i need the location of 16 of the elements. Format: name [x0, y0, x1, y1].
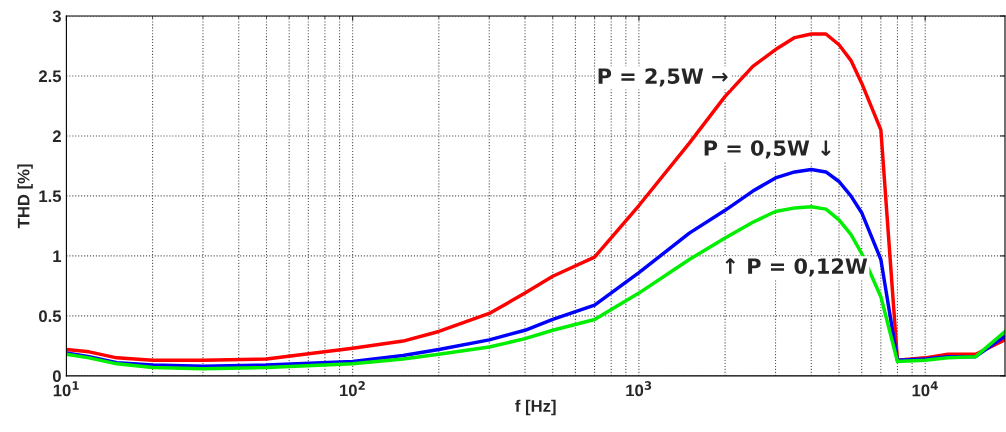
y-tick-label: 2 — [52, 130, 61, 142]
x-tick-label: 10$^{2}$ — [340, 381, 365, 397]
y-tick-label: 1.5 — [39, 190, 62, 203]
y-tick-label: 0.5 — [39, 310, 62, 323]
annotation: P = 0,5W ↓ — [704, 140, 831, 159]
annotation: P = 2,5W → — [598, 68, 728, 87]
y-tick-label: 2.5 — [38, 70, 62, 83]
y-tick-label: 1 — [53, 250, 62, 262]
y-tick-label: 0 — [52, 370, 61, 383]
x-tick-label: 10$^{1}$ — [53, 381, 79, 397]
x-tick-label: 10$^{3}$ — [626, 381, 652, 397]
x-tick-label: 10$^{4}$ — [912, 381, 938, 397]
y-tick-label: 3 — [52, 10, 61, 23]
y-axis-title: THD [%] — [17, 164, 33, 229]
annotation: ↑ P = 0,12W — [725, 258, 868, 277]
x-axis-title: f [Hz] — [515, 399, 556, 416]
